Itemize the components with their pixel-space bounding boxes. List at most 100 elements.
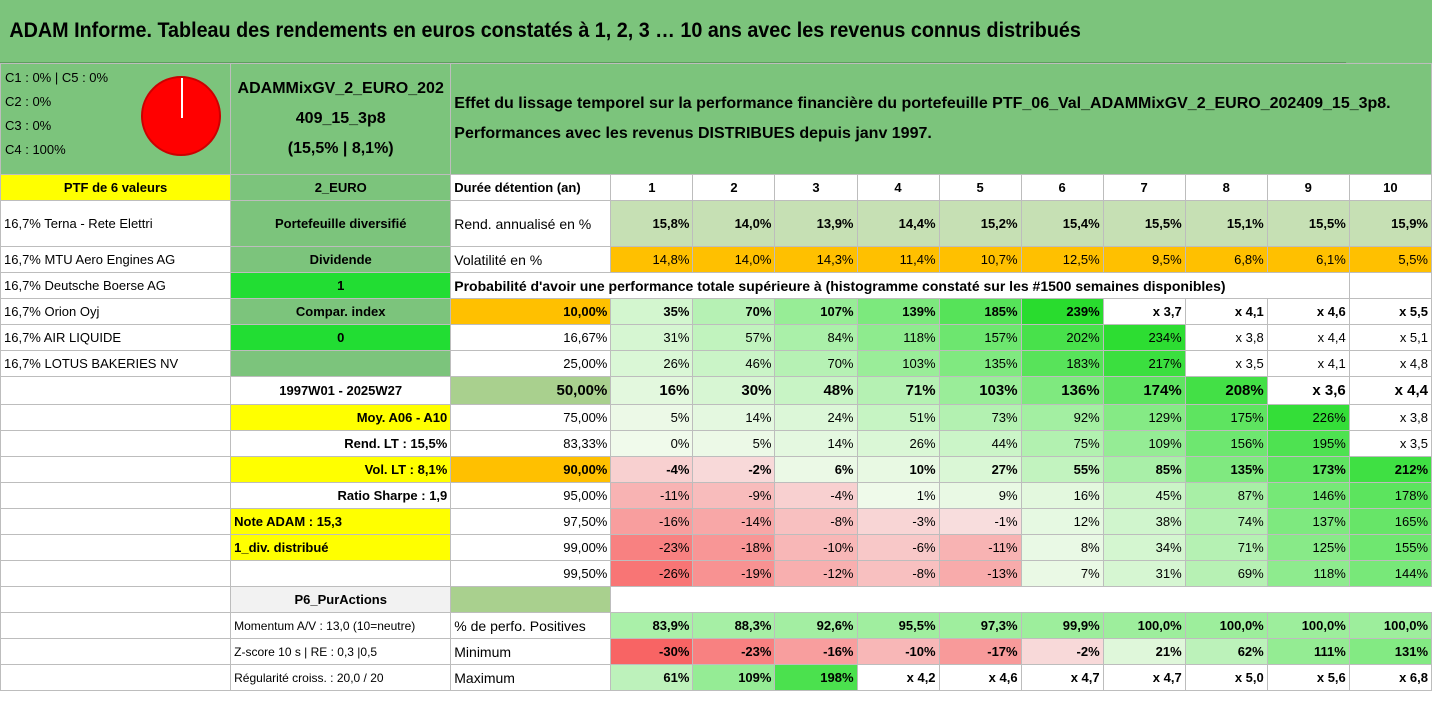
- probability-cell: -1%: [938, 508, 1022, 535]
- side-metric: Vol. LT : 8,1%: [230, 456, 452, 483]
- rend-cell: 15,8%: [610, 200, 694, 247]
- probability-cell: 5%: [692, 430, 776, 457]
- summary-cell: 61%: [610, 664, 694, 691]
- probability-cell: -10%: [774, 534, 858, 561]
- empty-cell: [230, 560, 452, 587]
- probability-cell: 178%: [1348, 482, 1432, 509]
- probability-cell: 84%: [774, 324, 858, 351]
- probability-cell: 70%: [774, 350, 858, 377]
- legend-line: C4 : 100%: [5, 142, 66, 157]
- empty-cell: [0, 376, 232, 405]
- summary-cell: 95,5%: [856, 612, 940, 639]
- holding-row: 16,7% Deutsche Boerse AG: [0, 272, 232, 299]
- probability-cell: 137%: [1266, 508, 1350, 535]
- probability-cell: 24%: [774, 404, 858, 431]
- portfolio-tag: P6_PurActions: [230, 586, 452, 613]
- summary-cell: 100,0%: [1266, 612, 1350, 639]
- probability-cell: 71%: [1184, 534, 1268, 561]
- vol-label: Volatilité en %: [450, 246, 612, 273]
- probability-cell: x 5,1: [1348, 324, 1432, 351]
- probability-cell: 175%: [1184, 404, 1268, 431]
- empty-cell: [0, 612, 232, 639]
- probability-cell: 136%: [1020, 376, 1104, 405]
- side-metric: Rend. LT : 15,5%: [230, 430, 452, 457]
- probability-cell: 129%: [1102, 404, 1186, 431]
- rend-cell: 15,9%: [1348, 200, 1432, 247]
- rend-cell: 15,1%: [1184, 200, 1268, 247]
- holdings-header: PTF de 6 valeurs: [0, 174, 232, 201]
- year-header: 3: [774, 174, 858, 201]
- probability-cell: 74%: [1184, 508, 1268, 535]
- probability-cell: -2%: [692, 456, 776, 483]
- diversification-label: Portefeuille diversifié: [230, 200, 452, 247]
- probability-cell: 1%: [856, 482, 940, 509]
- legend-line: C2 : 0%: [5, 94, 52, 109]
- vol-cell: 12,5%: [1020, 246, 1104, 273]
- summary-cell: 100,0%: [1102, 612, 1186, 639]
- probability-cell: 103%: [938, 376, 1022, 405]
- fund-name-line2: 409_15_3p8: [295, 110, 386, 127]
- probability-cell: x 5,5: [1348, 298, 1432, 325]
- rend-label: Rend. annualisé en %: [450, 200, 612, 247]
- summary-cell: -16%: [774, 638, 858, 665]
- empty-cell: [0, 508, 232, 535]
- probability-cell: 48%: [774, 376, 858, 405]
- side-metric: Note ADAM : 15,3: [230, 508, 452, 535]
- probability-cell: 174%: [1102, 376, 1186, 405]
- probability-cell: 155%: [1348, 534, 1432, 561]
- probability-cell: 51%: [856, 404, 940, 431]
- side-metric: Compar. index: [230, 298, 452, 325]
- probability-cell: -4%: [774, 482, 858, 509]
- probability-cell: 0%: [610, 430, 694, 457]
- probability-cell: 7%: [1020, 560, 1104, 587]
- probability-cell: 226%: [1266, 404, 1350, 431]
- probability-cell: -9%: [692, 482, 776, 509]
- probability-threshold: 90,00%: [450, 456, 612, 483]
- summary-cell: x 5,6: [1266, 664, 1350, 691]
- vol-cell: 14,8%: [610, 246, 694, 273]
- summary-cell: 111%: [1266, 638, 1350, 665]
- probability-cell: 118%: [856, 324, 940, 351]
- vol-cell: 10,7%: [938, 246, 1022, 273]
- probability-cell: x 3,5: [1184, 350, 1268, 377]
- probability-cell: -6%: [856, 534, 940, 561]
- vol-cell: 14,0%: [692, 246, 776, 273]
- year-header: 8: [1184, 174, 1268, 201]
- empty-cell: [0, 482, 232, 509]
- side-metric: 0: [230, 324, 452, 351]
- probability-cell: 73%: [938, 404, 1022, 431]
- holding-row: 16,7% LOTUS BAKERIES NV: [0, 350, 232, 377]
- empty-cell: [230, 350, 452, 377]
- side-metric: Moy. A06 - A10: [230, 404, 452, 431]
- rend-cell: 15,5%: [1102, 200, 1186, 247]
- summary-cell: x 4,6: [938, 664, 1022, 691]
- probability-threshold: 95,00%: [450, 482, 612, 509]
- probability-cell: 239%: [1020, 298, 1104, 325]
- side-metric: Régularité croiss. : 20,0 / 20: [230, 664, 452, 691]
- probability-cell: -16%: [610, 508, 694, 535]
- probability-cell: 27%: [938, 456, 1022, 483]
- returns-table: C1 : 0% | C5 : 0% C2 : 0% C3 : 0% C4 : 1…: [0, 63, 1432, 691]
- probability-row: Moy. A06 - A10 75,00% 5% 14% 24% 51% 73% 92% 129…: [0, 404, 1432, 431]
- summary-cell: -10%: [856, 638, 940, 665]
- summary-cell: x 4,7: [1102, 664, 1186, 691]
- probability-cell: 31%: [610, 324, 694, 351]
- probability-cell: 10%: [856, 456, 940, 483]
- description-box: Effet du lissage temporel sur la perform…: [450, 63, 1432, 175]
- empty-cell: [0, 430, 232, 457]
- vol-cell: 9,5%: [1102, 246, 1186, 273]
- probability-cell: 146%: [1266, 482, 1350, 509]
- probability-cell: 212%: [1348, 456, 1432, 483]
- probability-row: 16,7% Orion Oyj Compar. index 10,00% 35% 70%…: [0, 298, 1432, 325]
- summary-cell: 97,3%: [938, 612, 1022, 639]
- year-header: 4: [856, 174, 940, 201]
- summary-label: Minimum: [450, 638, 612, 665]
- rend-cell: 15,5%: [1266, 200, 1350, 247]
- vol-cell: 6,8%: [1184, 246, 1268, 273]
- probability-cell: 157%: [938, 324, 1022, 351]
- probability-cell: 44%: [938, 430, 1022, 457]
- summary-row: Régularité croiss. : 20,0 / 20 Maximum 61%…: [0, 664, 1432, 691]
- summary-cell: 100,0%: [1184, 612, 1268, 639]
- summary-label: % de perfo. Positives: [450, 612, 612, 639]
- probability-cell: 16%: [610, 376, 694, 405]
